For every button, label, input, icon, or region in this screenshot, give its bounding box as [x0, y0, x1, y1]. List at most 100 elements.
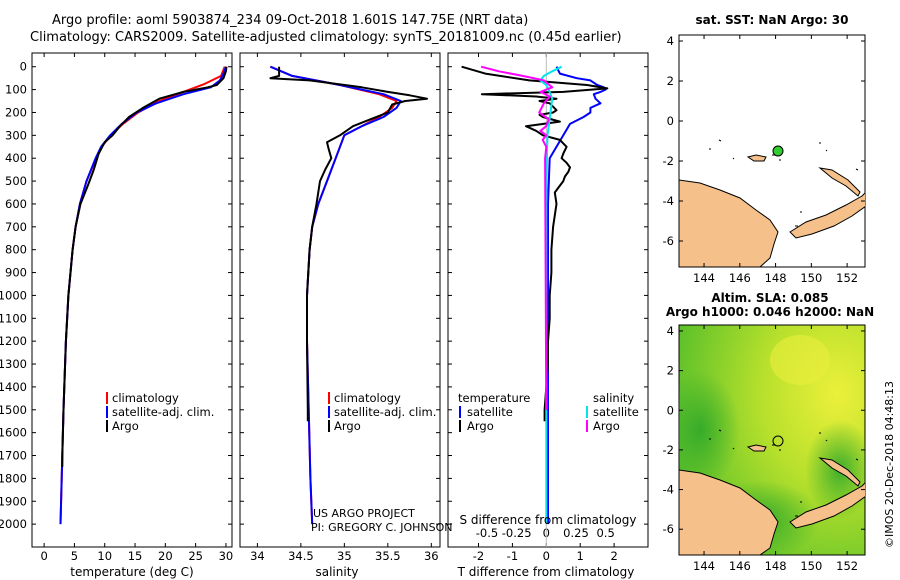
watermark-line2: PI: GREGORY C. JOHNSON [311, 521, 452, 534]
depth-tick-label: 900 [5, 266, 27, 280]
lat-tick-label: -6 [663, 234, 674, 248]
difference-x2label: S difference from climatology [460, 513, 637, 527]
x-tick-label: 34 [250, 549, 265, 563]
sst-map-axes: 144 146 148 150 152 4 2 0 -2 -4 -6 [663, 34, 865, 285]
depth-tick-label: 600 [5, 197, 27, 211]
x-tick-label: 10 [97, 549, 112, 563]
lat-tick-label: 0 [667, 114, 674, 128]
lon-tick-label: 152 [836, 559, 858, 573]
series-climatology [59, 66, 226, 525]
lon-tick-label: 146 [729, 271, 751, 285]
depth-tick-label: 300 [5, 128, 27, 142]
sla-map: 144 146 148 150 152 4 2 0 -2 -4 -6 [663, 324, 866, 573]
manus-island [746, 444, 767, 452]
temperature-panel-frame [31, 52, 233, 548]
depth-tick-label: 1800 [0, 471, 27, 485]
depth-tick-label: 1100 [0, 311, 27, 325]
sla-float-position [772, 435, 784, 447]
manus-island [746, 154, 767, 162]
salinity-legend: climatology satellite-adj. clim. Argo [328, 391, 436, 433]
difference-legend: temperature satellite Argo salinity sate… [458, 391, 639, 433]
legend-argo-label: Argo [334, 419, 361, 433]
depth-tick-label: 1900 [0, 494, 27, 508]
depth-tick-label: 2000 [0, 517, 27, 531]
legend-t-argo-label: Argo [467, 419, 494, 433]
x-tick-label: 30 [219, 549, 234, 563]
imos-side-label: ©IMOS 20-Dec-2018 04:48:13 [883, 381, 896, 548]
figure-title-line1: Argo profile: aoml 5903874_234 09-Oct-20… [52, 13, 528, 28]
sst-float-position [772, 145, 784, 157]
new-ireland-landmass [818, 167, 861, 197]
legend-salinity-title: salinity [593, 391, 634, 405]
lat-tick-label: 4 [667, 324, 674, 338]
x2-tick-label: 0.5 [596, 526, 614, 540]
lon-tick-label: 150 [800, 559, 822, 573]
sla-map-axes: 144 146 148 150 152 4 2 0 -2 -4 -6 [663, 324, 865, 573]
depth-tick-label: 200 [5, 105, 27, 119]
coast-dots [709, 429, 859, 517]
x2-tick-label: -0.25 [502, 526, 532, 540]
lon-tick-label: 150 [800, 271, 822, 285]
series-climatology [270, 65, 398, 525]
sst-map-title: sat. SST: NaN Argo: 30 [695, 13, 848, 27]
lat-tick-label: -4 [663, 483, 674, 497]
difference-xlabel: T difference from climatology [457, 565, 635, 579]
legend-s-satellite-label: satellite [593, 405, 639, 419]
lat-tick-label: 0 [667, 403, 674, 417]
legend-satellite-label: satellite-adj. clim. [112, 405, 214, 419]
x-tick-label: 1 [577, 549, 584, 563]
depth-tick-label: 1500 [0, 403, 27, 417]
depth-tick-label: 1000 [0, 288, 27, 302]
lon-tick-label: 148 [765, 271, 787, 285]
lat-tick-label: 2 [667, 74, 674, 88]
x-tick-label: 34.5 [288, 549, 314, 563]
x2-tick-label: 0.25 [563, 526, 589, 540]
legend-satellite-label: satellite-adj. clim. [334, 405, 436, 419]
depth-tick-label: 1600 [0, 426, 27, 440]
x-tick-label: 25 [188, 549, 203, 563]
lon-tick-label: 152 [836, 271, 858, 285]
sla-low-patch [679, 370, 740, 490]
x-tick-label: 35.5 [375, 549, 401, 563]
x-tick-label: 0 [40, 549, 47, 563]
png-landmass [679, 179, 779, 267]
salinity-xlabel: salinity [315, 565, 358, 579]
depth-tick-label: 700 [5, 220, 27, 234]
legend-temperature-title: temperature [458, 391, 530, 405]
coast-dots [709, 139, 859, 227]
lon-tick-label: 146 [729, 559, 751, 573]
figure-title-line2: Climatology: CARS2009. Satellite-adjuste… [30, 30, 622, 45]
series-satellite-adj-clim- [59, 66, 227, 525]
x-tick-label: 0 [543, 549, 550, 563]
series-argo [269, 66, 428, 422]
lat-tick-label: -6 [663, 522, 674, 536]
series-satellite-adj-clim- [270, 65, 402, 525]
lon-tick-label: 144 [693, 559, 715, 573]
depth-tick-label: 0 [20, 60, 27, 74]
lon-tick-label: 148 [765, 559, 787, 573]
lon-tick-label: 144 [693, 271, 715, 285]
depth-tick-label: 100 [5, 83, 27, 97]
new-ireland-landmass [818, 457, 861, 487]
difference-panel-frame [447, 52, 649, 548]
x-tick-label: 2 [610, 549, 617, 563]
sla-map-title-line2: Argo h1000: 0.046 h2000: NaN [666, 305, 874, 319]
legend-argo-label: Argo [112, 419, 139, 433]
lat-tick-label: -2 [663, 154, 674, 168]
new-britain-landmass [789, 482, 865, 529]
depth-tick-label: 800 [5, 243, 27, 257]
series-s-argo [480, 65, 554, 410]
temperature-panel: 0 5 10 15 20 25 30 [40, 53, 233, 563]
x2-tick-label: -0.5 [476, 526, 498, 540]
sla-high-patch [770, 335, 830, 385]
x-tick-label: 20 [158, 549, 173, 563]
salinity-panel: 34 34.5 35 35.5 36 [250, 53, 439, 563]
lat-tick-label: 4 [667, 34, 674, 48]
legend-climatology-label: climatology [112, 391, 179, 405]
depth-tick-label: 500 [5, 174, 27, 188]
lat-tick-label: 2 [667, 364, 674, 378]
sla-map-title-line1: Altim. SLA: 0.085 [711, 291, 828, 305]
sst-map: 144 146 148 150 152 4 2 0 -2 -4 -6 [663, 34, 866, 285]
